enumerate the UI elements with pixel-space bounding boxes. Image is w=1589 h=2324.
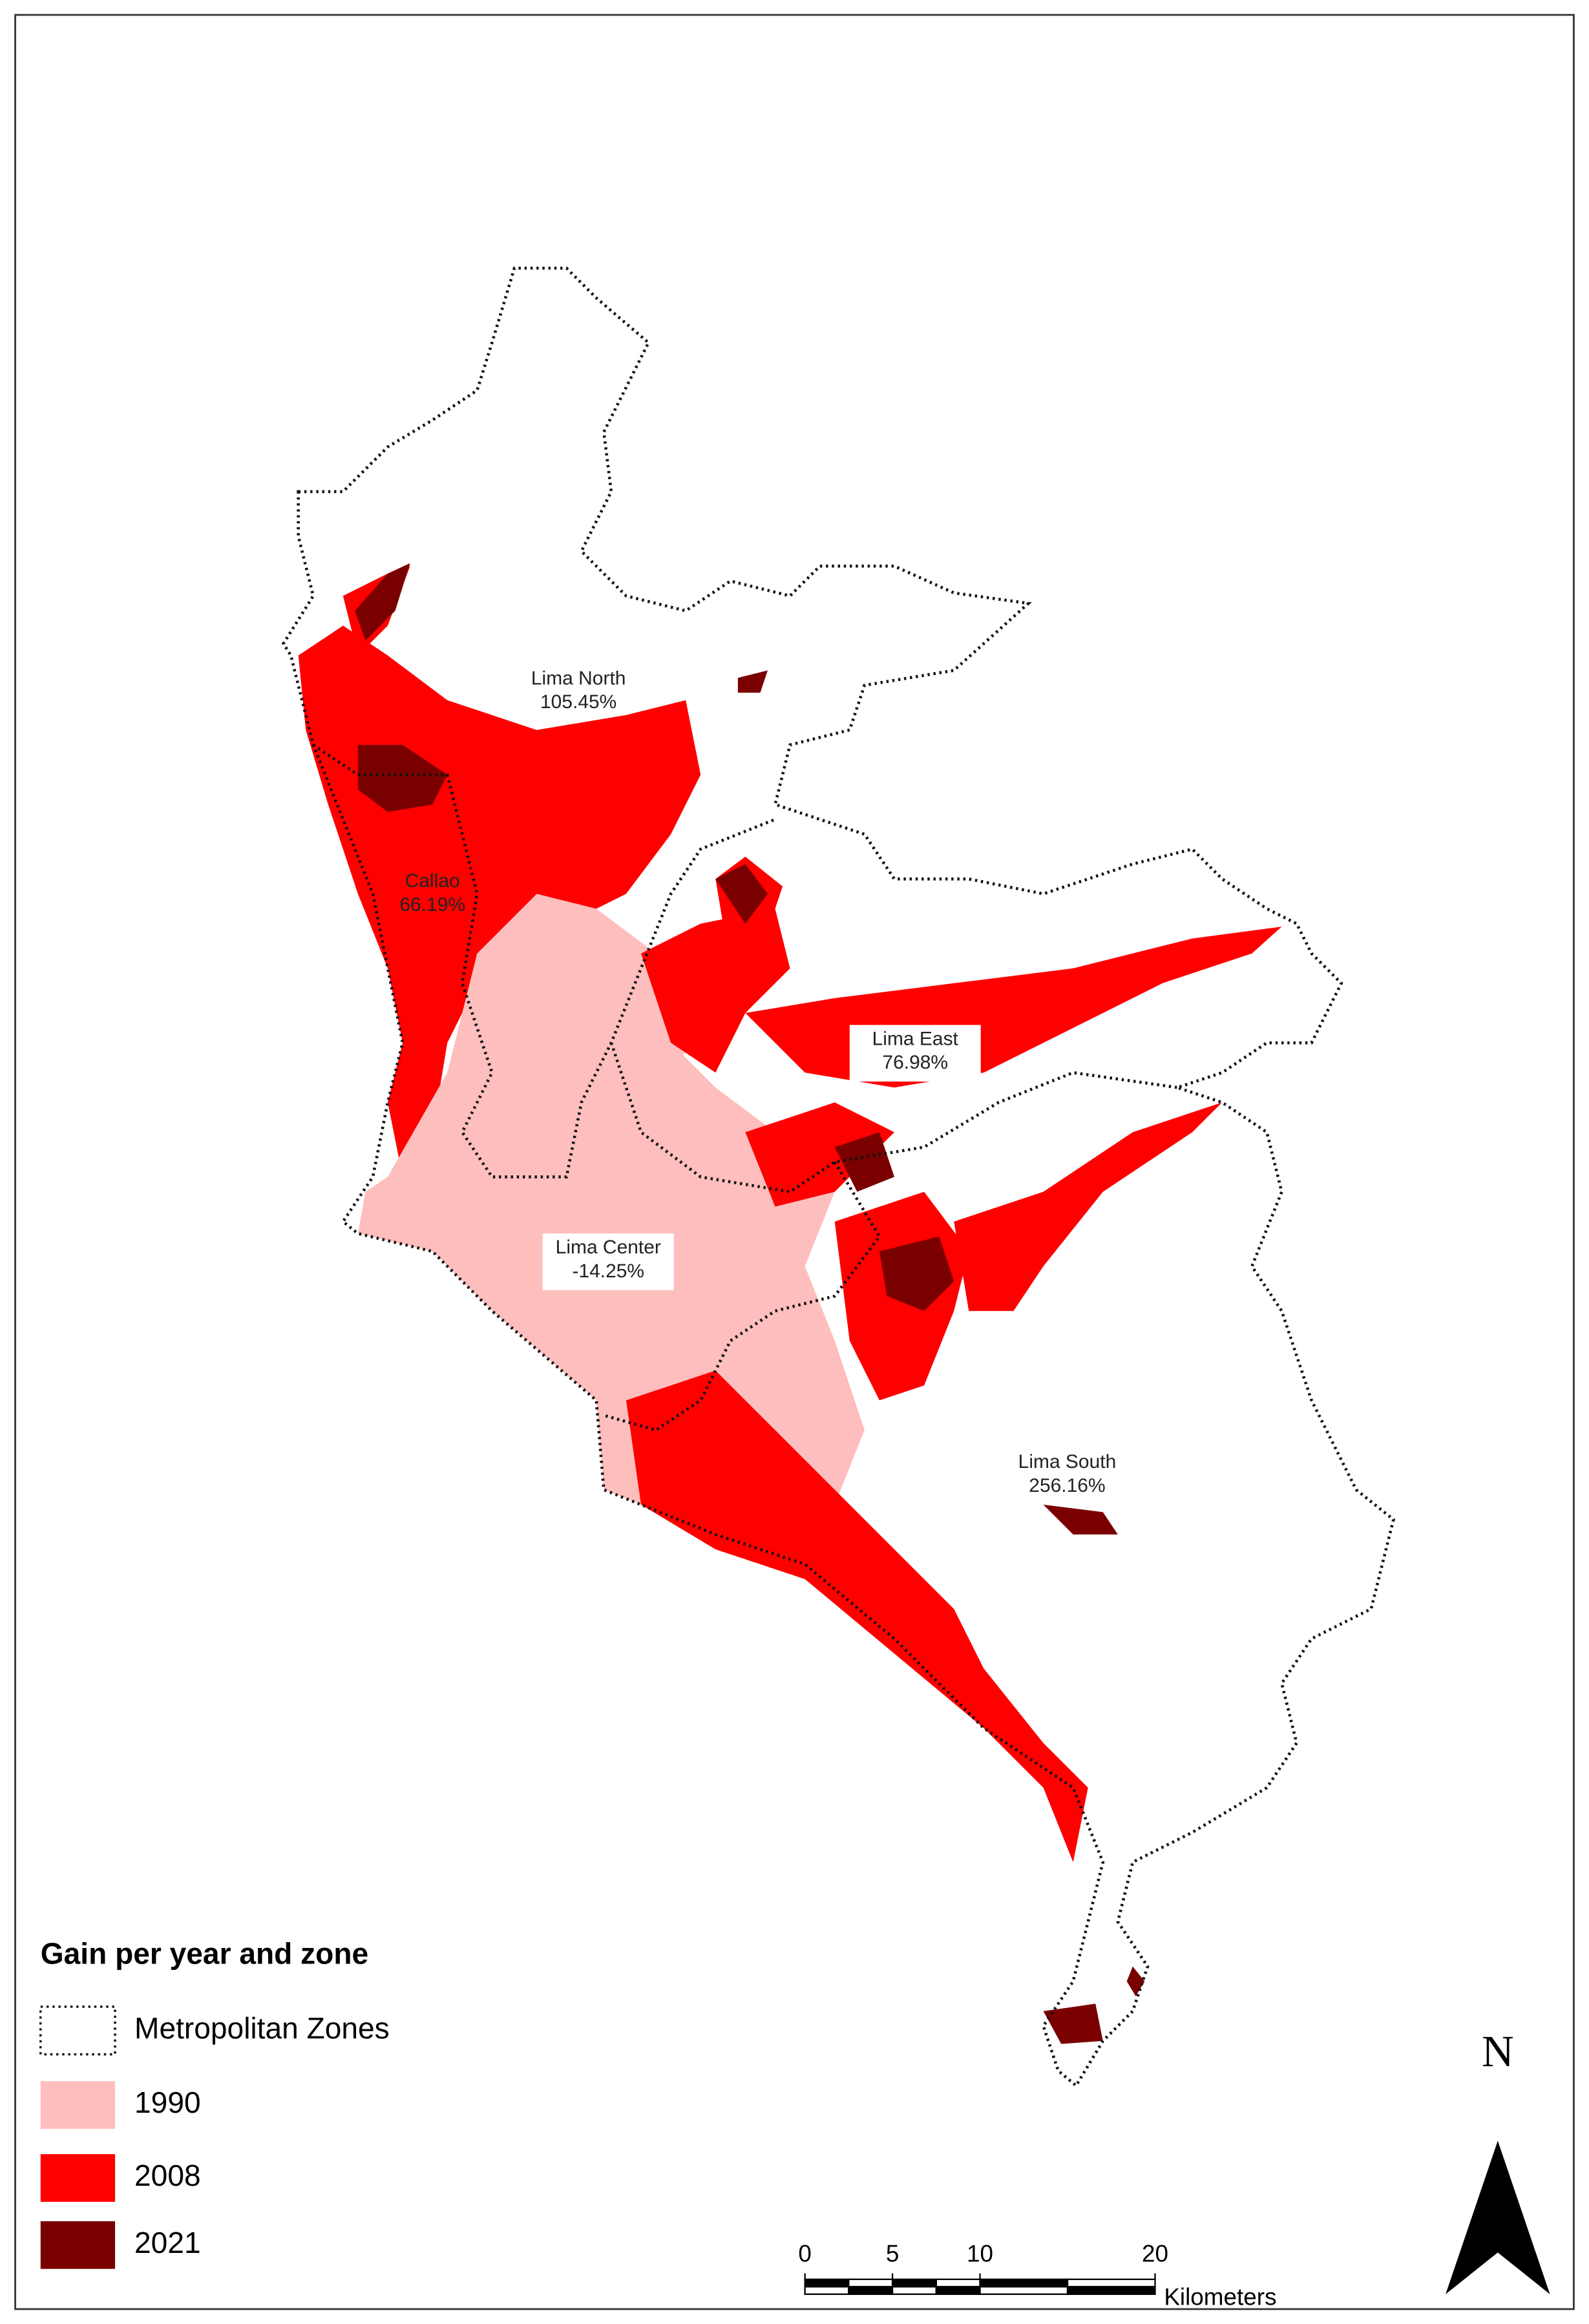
zone-boundary (312, 743, 776, 1178)
legend-label: 1990 (134, 2086, 201, 2119)
zone-value: 256.16% (1029, 1475, 1105, 1496)
zone-name: Lima East (872, 1028, 959, 1049)
scale-segment (848, 2286, 894, 2296)
scale-segment (979, 2286, 1069, 2296)
scale-segment (804, 2278, 850, 2288)
urban-area (954, 1102, 1223, 1312)
zone-value: -14.25% (572, 1261, 644, 1282)
legend-label: 2008 (134, 2159, 201, 2192)
scale-bar: 0 5 10 20 Kilometers (798, 2241, 1276, 2310)
scale-unit: Kilometers (1164, 2284, 1276, 2310)
scale-segment (1066, 2286, 1156, 2296)
urban-area (1043, 1504, 1118, 1534)
legend-title: Gain per year and zone (41, 1937, 368, 1971)
north-arrow: N (1446, 2026, 1550, 2294)
urban-area (879, 1236, 954, 1312)
scale-segment (935, 2286, 981, 2296)
legend-swatch (39, 2005, 116, 2056)
scale-tick-label: 10 (967, 2241, 993, 2267)
scale-segment (935, 2278, 981, 2288)
zone-boundary (609, 1042, 1178, 1194)
urban-area (355, 563, 410, 641)
legend-swatch (40, 2081, 116, 2129)
urban-area (745, 1102, 894, 1207)
zone-name: Lima South (1018, 1451, 1117, 1472)
legend-swatch (40, 2221, 116, 2269)
scale-tick-label: 5 (886, 2241, 900, 2267)
north-label: N (1482, 2026, 1514, 2076)
scale-segment (891, 2278, 937, 2288)
zone-value: 66.19% (399, 894, 465, 916)
scale-segment (979, 2278, 1069, 2288)
scale-tick-label: 0 (798, 2241, 812, 2267)
legend: Gain per year and zone Metropolitan Zones… (39, 1937, 390, 2269)
zone-name: Lima North (531, 667, 626, 689)
scale-segment (848, 2278, 894, 2288)
legend-label: Metropolitan Zones (134, 2011, 390, 2045)
zone-value: 76.98% (882, 1052, 948, 1073)
scale-segment (1066, 2278, 1156, 2288)
legend-swatch (40, 2154, 116, 2202)
scale-segment (804, 2286, 850, 2296)
urban-area (715, 864, 768, 924)
urban-area (834, 1132, 894, 1192)
urban-area (357, 744, 448, 812)
label-box (542, 1233, 674, 1290)
scale-tick-label: 20 (1142, 2241, 1168, 2267)
label-box (849, 1025, 981, 1082)
arrow (1446, 2141, 1550, 2294)
zone-boundary (603, 1161, 881, 1432)
urban-area (626, 1370, 1088, 1863)
zone-value: 105.45% (540, 691, 616, 713)
urban-area (492, 894, 701, 1073)
zone-name: Lima Center (556, 1237, 661, 1258)
scale-segment (891, 2286, 937, 2296)
urban-area (1043, 2004, 1103, 2044)
zone-name: Callao (405, 870, 460, 892)
legend-label: 2021 (134, 2226, 201, 2259)
